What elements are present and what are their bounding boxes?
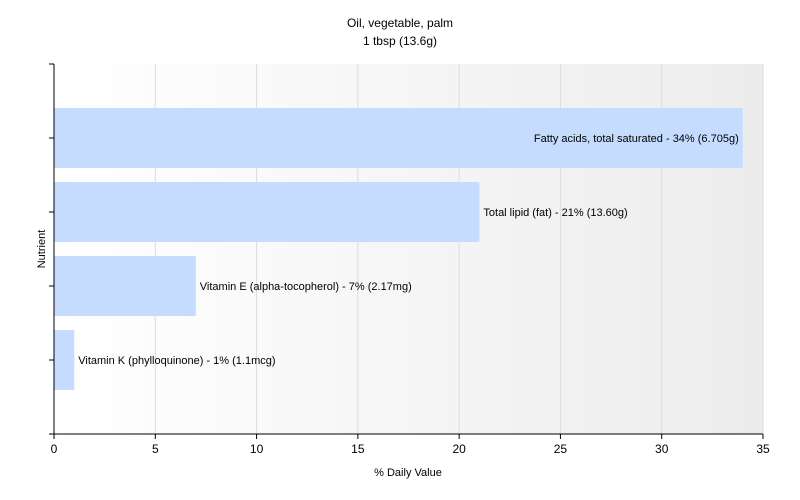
x-axis-label: % Daily Value bbox=[374, 467, 442, 479]
x-tick-label: 20 bbox=[452, 442, 466, 456]
x-tick-label: 25 bbox=[554, 442, 568, 456]
bars: Fatty acids, total saturated - 34% (6.70… bbox=[54, 108, 743, 390]
bar-data-label: Vitamin E (alpha-tocopherol) - 7% (2.17m… bbox=[200, 281, 412, 293]
chart-title: Oil, vegetable, palm bbox=[347, 16, 453, 30]
bar bbox=[54, 108, 743, 168]
x-tick-labels: 0 5 10 15 20 25 30 35 bbox=[51, 442, 770, 456]
axes bbox=[49, 63, 764, 439]
x-tick-label: 35 bbox=[756, 442, 770, 456]
x-tick-label: 15 bbox=[351, 442, 365, 456]
chart-subtitle: 1 tbsp (13.6g) bbox=[363, 34, 437, 48]
bar-data-label: Vitamin K (phylloquinone) - 1% (1.1mcg) bbox=[78, 355, 275, 367]
x-tick-label: 5 bbox=[152, 442, 159, 456]
x-tick-label: 30 bbox=[655, 442, 669, 456]
bar bbox=[54, 256, 196, 316]
x-tick-label: 10 bbox=[250, 442, 264, 456]
y-axis-label: Nutrient bbox=[36, 230, 48, 269]
x-tick-label: 0 bbox=[51, 442, 58, 456]
bar bbox=[54, 182, 480, 242]
bar bbox=[54, 330, 75, 390]
bar-data-label: Total lipid (fat) - 21% (13.60g) bbox=[483, 207, 627, 219]
bar-data-label: Fatty acids, total saturated - 34% (6.70… bbox=[534, 133, 739, 145]
